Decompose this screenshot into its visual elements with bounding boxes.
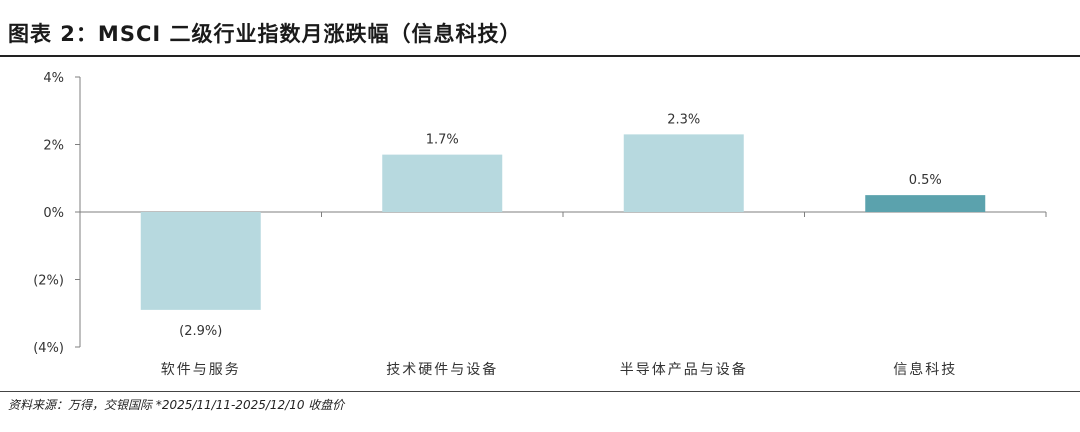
data-label: 2.3% — [667, 112, 700, 127]
bar-1 — [140, 212, 261, 310]
data-label: 0.5% — [909, 173, 942, 188]
footer-rule — [0, 391, 1080, 392]
category-label: 信息科技 — [893, 361, 957, 378]
category-label: 技术硬件与设备 — [386, 361, 498, 378]
bar-2 — [382, 154, 503, 212]
y-tick-label: 4% — [43, 71, 64, 86]
category-label: 半导体产品与设备 — [620, 361, 748, 378]
data-label: 1.7% — [426, 133, 459, 148]
bar-3 — [623, 134, 744, 212]
data-label: (2.9%) — [179, 324, 222, 339]
category-label: 软件与服务 — [161, 362, 241, 378]
bar-4 — [865, 195, 986, 212]
y-tick-label: (4%) — [33, 341, 64, 356]
title-rule — [0, 55, 1080, 57]
y-tick-label: (2%) — [33, 274, 64, 289]
y-tick-label: 2% — [43, 139, 64, 154]
y-tick-label: 0% — [43, 206, 64, 221]
bar-chart: 4% 2% 0% (2%) (4%) (2.9%) 软件与服务 1.7% 技术硬件与设备 2.3%… — [33, 71, 1047, 378]
source-note: 资料来源：万得，交银国际 *2025/11/11-2025/12/10 收盘价 — [8, 398, 345, 412]
figure-title: 图表 2：MSCI 二级行业指数月涨跌幅（信息科技） — [8, 22, 522, 46]
